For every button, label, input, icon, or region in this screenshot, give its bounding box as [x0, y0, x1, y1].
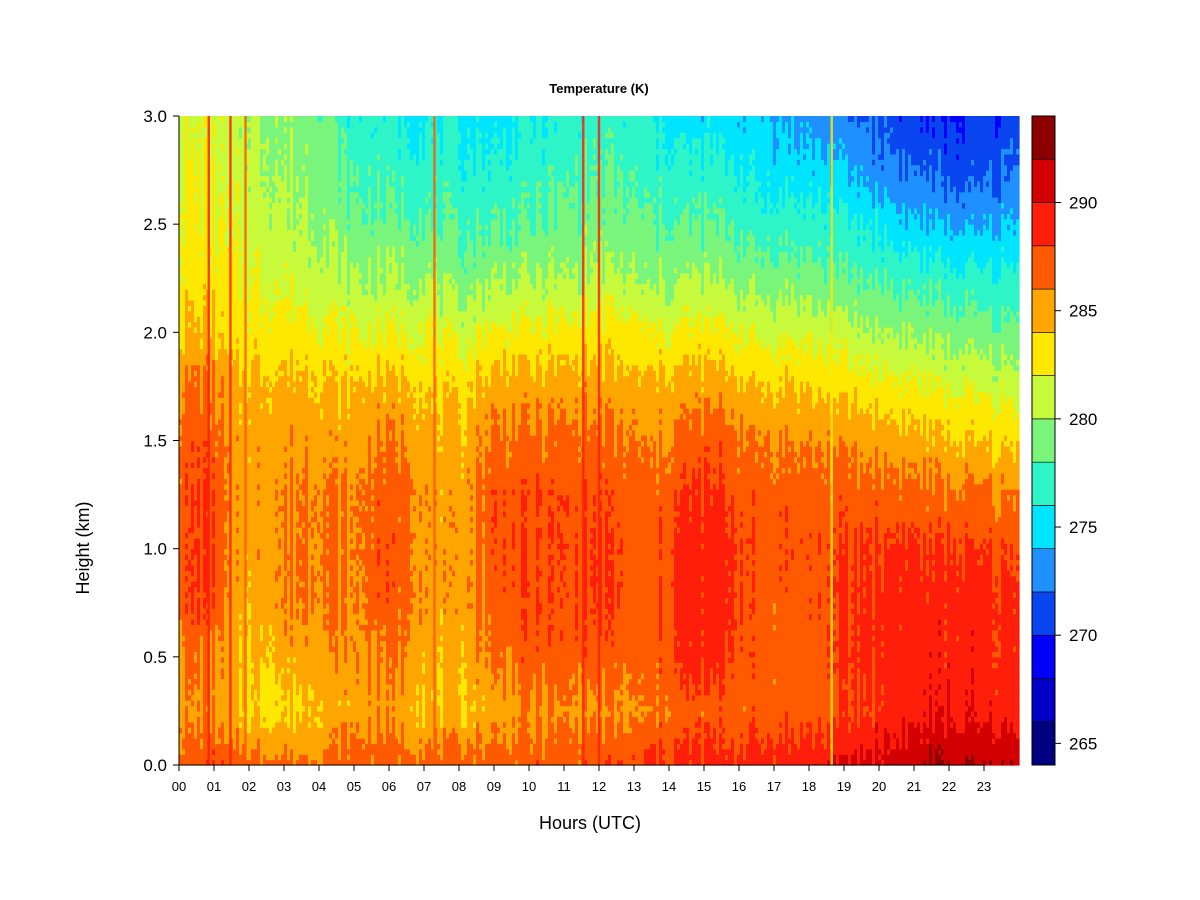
- plot-area: [179, 116, 1020, 766]
